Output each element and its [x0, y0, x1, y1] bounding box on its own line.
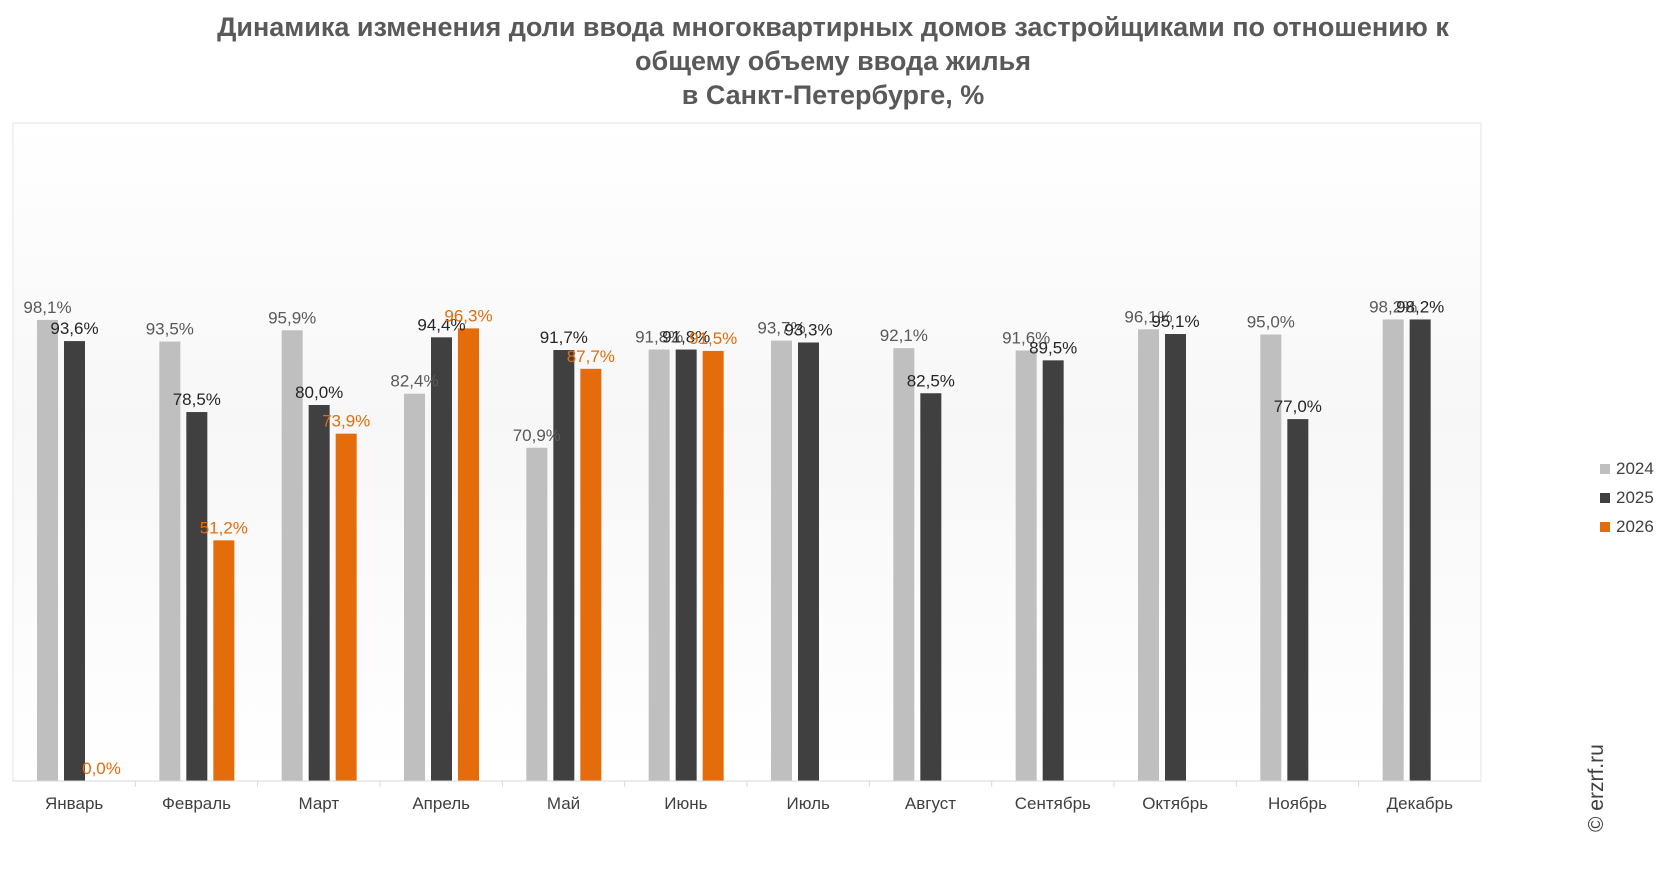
bar-2025 — [1409, 319, 1431, 781]
x-tick-label: Февраль — [162, 794, 231, 813]
x-tick-label: Апрель — [412, 794, 470, 813]
bar-2024 — [37, 319, 58, 781]
x-tick-label: Ноябрь — [1268, 794, 1327, 813]
chart-title-line-2: общему объему ввода жилья — [635, 46, 1031, 76]
x-tick-label: Август — [905, 794, 956, 813]
bar-2025 — [553, 350, 575, 781]
data-label-2024: 98,2% — [1369, 297, 1417, 316]
legend-swatch-2026 — [1600, 521, 1610, 532]
data-label-2024: 70,9% — [513, 426, 561, 445]
data-label-2024: 93,7% — [757, 319, 805, 338]
legend-label-2026: 2026 — [1616, 516, 1654, 536]
data-label-2024: 95,0% — [1247, 313, 1295, 332]
legend-label-2025: 2025 — [1616, 487, 1654, 507]
data-label-2024: 93,5% — [146, 320, 194, 339]
bar-2024 — [648, 349, 670, 781]
data-label-2025: 82,5% — [907, 371, 955, 390]
x-axis-ticks: Январь Февраль Март Апрель Май Июнь Июль Август… — [45, 781, 1453, 813]
data-label-2025: 93,3% — [784, 320, 832, 339]
credit-text: © erzrf.ru — [1585, 744, 1608, 832]
data-label-2024: 91,6% — [1002, 328, 1050, 347]
bar-2025 — [186, 412, 208, 781]
bar-2024 — [1382, 319, 1404, 781]
legend-label-2024: 2024 — [1616, 458, 1654, 478]
bar-2025 — [798, 342, 819, 781]
data-label-2026: 96,3% — [444, 306, 492, 325]
bar-2026 — [458, 328, 479, 781]
data-label-2024: 96,1% — [1124, 307, 1172, 326]
data-label-2026: 73,9% — [322, 412, 370, 431]
chart-title: Динамика изменения доли ввода многокварт… — [0, 10, 1666, 112]
legend: 2024 2025 2026 — [1600, 454, 1654, 541]
data-label-2025: 78,5% — [173, 390, 221, 409]
bar-2025 — [1165, 334, 1186, 781]
bar-2024 — [526, 447, 548, 781]
bar-2024 — [771, 340, 792, 781]
data-label-2026: 87,7% — [567, 347, 615, 366]
bar-2024 — [1015, 350, 1037, 781]
x-tick-label: Сентябрь — [1015, 794, 1091, 813]
legend-swatch-2024 — [1600, 463, 1610, 474]
legend-item-2024: 2024 — [1600, 454, 1654, 483]
chart-title-line-3: в Санкт-Петербурге, % — [681, 80, 985, 110]
data-label-2024: 98,1% — [23, 298, 71, 317]
data-label-2025: 98,2% — [1396, 297, 1444, 316]
bar-2026 — [213, 540, 235, 781]
bar-2026 — [702, 350, 724, 781]
bar-2024 — [893, 348, 915, 781]
x-tick-label: Май — [547, 794, 580, 813]
bars-layer — [37, 319, 1431, 781]
x-tick-label: Октябрь — [1142, 794, 1208, 813]
bar-2025 — [431, 337, 452, 781]
data-label-2025: 80,0% — [295, 383, 343, 402]
bar-2024 — [159, 341, 181, 781]
data-label-2024: 95,9% — [268, 308, 316, 327]
bar-2024 — [1260, 334, 1282, 781]
bar-2025 — [1287, 419, 1309, 781]
data-label-2025: 77,0% — [1274, 397, 1322, 416]
data-label-2025: 91,7% — [540, 328, 588, 347]
bar-2025 — [920, 393, 942, 781]
chart-title-line-1: Динамика изменения доли ввода многокварт… — [217, 12, 1449, 42]
plot-area — [12, 122, 1482, 782]
data-label-2025: 95,1% — [1151, 312, 1199, 331]
bar-2025 — [308, 405, 330, 781]
bar-2025 — [1042, 360, 1064, 781]
legend-item-2026: 2026 — [1600, 512, 1654, 541]
legend-swatch-2025 — [1600, 492, 1610, 503]
bar-2025 — [675, 349, 697, 781]
labels-layer: 98,1% 93,6% 0,0% 93,5% 78,5% 51,2% 95,9% 80,0% 7… — [23, 297, 1444, 778]
x-tick-label: Июль — [786, 794, 830, 813]
bar-2024 — [1138, 329, 1159, 781]
x-tick-label: Март — [298, 794, 339, 813]
data-label-2025: 94,4% — [417, 315, 465, 334]
data-label-2026: 51,2% — [200, 518, 248, 537]
data-label-2024: 92,1% — [880, 326, 928, 345]
legend-item-2025: 2025 — [1600, 483, 1654, 512]
x-tick-label: Июнь — [664, 794, 707, 813]
bar-2026 — [335, 433, 357, 781]
bar-2025 — [64, 341, 85, 781]
data-label-2026: 0,0% — [82, 759, 121, 778]
data-label-2025: 93,6% — [50, 319, 98, 338]
bar-2026 — [580, 368, 602, 781]
x-tick-label: Декабрь — [1387, 794, 1453, 813]
bar-2024 — [281, 330, 303, 781]
data-label-2024: 91,8% — [635, 328, 683, 347]
data-label-2026: 91,5% — [689, 329, 737, 348]
bar-2024 — [404, 393, 425, 781]
x-tick-label: Январь — [45, 794, 103, 813]
data-label-2025: 91,8% — [662, 328, 710, 347]
data-label-2025: 89,5% — [1029, 338, 1077, 357]
data-label-2024: 82,4% — [390, 372, 438, 391]
